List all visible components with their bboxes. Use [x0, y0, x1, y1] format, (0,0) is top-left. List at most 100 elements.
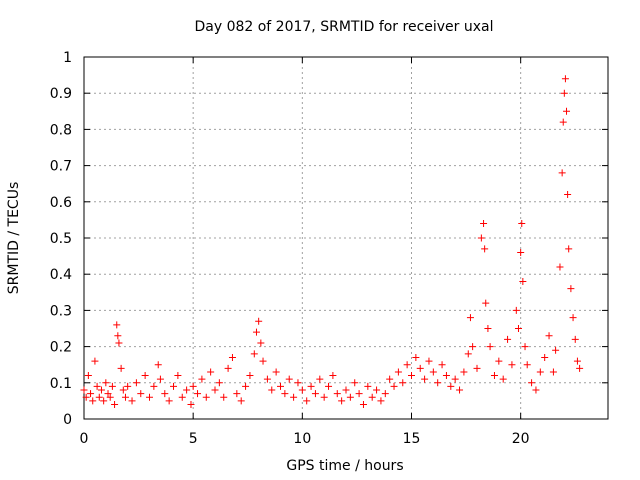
data-point: [198, 375, 206, 383]
data-point: [233, 390, 241, 398]
data-point: [484, 325, 492, 332]
data-point: [80, 386, 88, 394]
data-point: [561, 75, 569, 83]
data-point: [141, 372, 149, 380]
data-point: [137, 390, 145, 398]
data-point: [421, 375, 429, 383]
data-point: [342, 386, 350, 394]
x-tick-labels: 0 5 10 15 20: [80, 431, 530, 447]
y-tick-label: 0: [63, 412, 72, 428]
data-point: [93, 382, 101, 390]
data-point: [386, 375, 394, 383]
data-point: [224, 364, 232, 372]
data-point: [564, 191, 572, 199]
data-point: [381, 390, 389, 398]
data-point: [408, 372, 415, 380]
data-point: [303, 397, 311, 405]
data-point: [558, 169, 566, 177]
data-point: [202, 393, 210, 401]
data-point: [183, 386, 191, 394]
data-point: [104, 390, 112, 398]
data-point: [486, 343, 494, 351]
data-point: [132, 379, 140, 387]
data-point: [364, 382, 372, 390]
data-point: [517, 248, 525, 256]
x-tick-label: 20: [512, 431, 530, 447]
data-point: [259, 357, 267, 365]
data-point: [425, 357, 433, 365]
data-point: [211, 386, 219, 394]
data-point: [403, 361, 411, 369]
data-point: [536, 368, 544, 376]
y-tick-label: 0.1: [50, 376, 72, 392]
data-point: [146, 393, 153, 401]
data-point: [571, 335, 579, 343]
data-point: [115, 339, 123, 347]
y-tick-label: 0.4: [50, 267, 72, 283]
data-point: [307, 382, 315, 390]
axis-ticks: [83, 56, 608, 420]
data-point: [220, 393, 228, 401]
data-point: [545, 332, 553, 340]
x-tick-label: 5: [189, 431, 198, 447]
data-point: [560, 89, 568, 97]
y-tick-label: 0.3: [50, 303, 72, 319]
data-point: [466, 314, 474, 322]
y-axis-label: SRMTID / TECUs: [6, 182, 22, 295]
data-point: [100, 397, 108, 405]
data-point: [325, 382, 333, 390]
data-point: [189, 382, 197, 390]
data-point: [377, 397, 385, 405]
data-point: [434, 379, 442, 387]
data-point: [355, 390, 363, 398]
data-point: [150, 382, 158, 390]
data-point: [170, 382, 178, 390]
data-point: [412, 353, 420, 361]
data-point: [469, 343, 477, 351]
data-point: [89, 397, 97, 405]
data-point: [207, 368, 215, 376]
data-point: [154, 361, 162, 369]
data-point: [285, 375, 293, 383]
data-point: [102, 379, 110, 387]
data-point: [255, 317, 263, 325]
data-point: [84, 372, 92, 380]
data-point: [91, 357, 99, 365]
data-point: [490, 372, 498, 380]
data-point: [499, 375, 507, 383]
data-point: [329, 372, 337, 380]
data-point: [508, 361, 516, 369]
data-point: [480, 220, 488, 228]
data-point: [246, 372, 254, 380]
data-point: [482, 299, 490, 307]
data-point: [228, 353, 236, 361]
data-point: [451, 375, 459, 383]
data-point: [565, 245, 573, 253]
y-tick-labels: 0 0.1 0.2 0.3 0.4 0.5 0.6 0.7 0.8 0.9 1: [50, 50, 72, 428]
data-point: [108, 382, 116, 390]
data-point: [549, 368, 557, 376]
data-point: [481, 245, 489, 253]
x-tick-label: 10: [293, 431, 311, 447]
data-point: [333, 390, 341, 398]
data-point: [119, 386, 127, 394]
data-point: [124, 382, 132, 390]
data-point: [576, 364, 584, 372]
data-point: [573, 357, 581, 365]
data-point: [521, 343, 529, 351]
data-point: [518, 220, 526, 228]
data-point: [298, 386, 306, 394]
data-point: [442, 372, 450, 380]
x-axis-label: GPS time / hours: [286, 458, 403, 474]
y-tick-label: 0.6: [50, 195, 72, 211]
chart-title: Day 082 of 2017, SRMTID for receiver uxa…: [194, 19, 493, 35]
data-point: [268, 386, 276, 394]
data-point: [338, 397, 346, 405]
y-tick-label: 0.8: [50, 122, 72, 138]
data-point: [514, 325, 522, 332]
data-point: [346, 393, 354, 401]
data-point: [456, 386, 464, 394]
data-point: [252, 328, 260, 336]
data-point: [242, 382, 250, 390]
data-point: [320, 393, 328, 401]
